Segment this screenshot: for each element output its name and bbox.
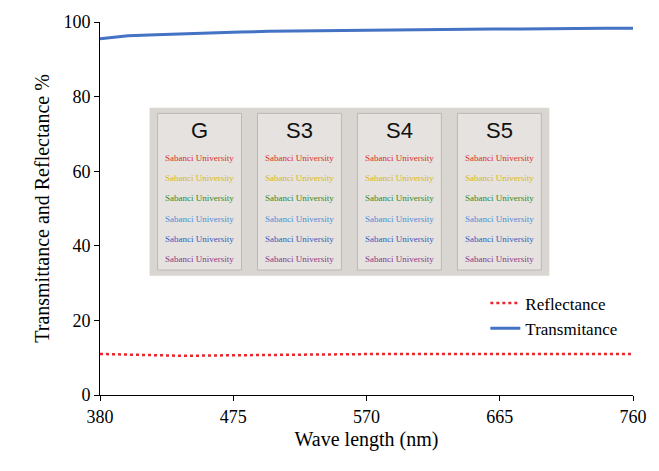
svg-text:Sabanci University: Sabanci University <box>365 193 434 203</box>
svg-text:Sabanci University: Sabanci University <box>165 153 234 163</box>
svg-text:Sabanci University: Sabanci University <box>465 173 534 183</box>
svg-text:Sabanci University: Sabanci University <box>165 193 234 203</box>
svg-text:Sabanci University: Sabanci University <box>465 254 534 264</box>
svg-text:665: 665 <box>486 407 513 427</box>
svg-text:G: G <box>191 118 208 143</box>
svg-text:Sabanci University: Sabanci University <box>165 254 234 264</box>
svg-text:475: 475 <box>220 407 247 427</box>
svg-text:Sabanci University: Sabanci University <box>365 214 434 224</box>
svg-text:Sabanci University: Sabanci University <box>265 234 334 244</box>
svg-text:Sabanci University: Sabanci University <box>265 254 334 264</box>
svg-text:Reflectance: Reflectance <box>525 295 605 314</box>
svg-text:Transmittance and Reflectance: Transmittance and Reflectance % <box>31 74 53 343</box>
svg-text:S3: S3 <box>286 118 313 143</box>
svg-text:570: 570 <box>353 407 380 427</box>
svg-text:S5: S5 <box>486 118 513 143</box>
svg-text:S4: S4 <box>386 118 413 143</box>
svg-text:380: 380 <box>87 407 114 427</box>
svg-text:Sabanci University: Sabanci University <box>365 234 434 244</box>
svg-text:Sabanci University: Sabanci University <box>265 214 334 224</box>
svg-text:Wave length (nm): Wave length (nm) <box>295 428 439 451</box>
svg-text:Sabanci University: Sabanci University <box>165 173 234 183</box>
svg-text:Sabanci University: Sabanci University <box>465 193 534 203</box>
svg-text:Sabanci University: Sabanci University <box>265 193 334 203</box>
svg-text:60: 60 <box>72 162 90 182</box>
svg-text:Sabanci University: Sabanci University <box>365 153 434 163</box>
svg-text:Sabanci University: Sabanci University <box>365 173 434 183</box>
svg-text:Sabanci University: Sabanci University <box>365 254 434 264</box>
svg-text:Sabanci University: Sabanci University <box>465 234 534 244</box>
svg-text:0: 0 <box>81 385 90 405</box>
svg-text:Sabanci University: Sabanci University <box>265 173 334 183</box>
svg-text:40: 40 <box>72 236 90 256</box>
svg-text:Transmitance: Transmitance <box>525 320 617 339</box>
svg-text:Sabanci University: Sabanci University <box>465 153 534 163</box>
svg-text:80: 80 <box>72 87 90 107</box>
svg-text:760: 760 <box>620 407 647 427</box>
svg-text:Sabanci University: Sabanci University <box>165 234 234 244</box>
svg-text:20: 20 <box>72 311 90 331</box>
svg-text:Sabanci University: Sabanci University <box>165 214 234 224</box>
svg-text:Sabanci University: Sabanci University <box>465 214 534 224</box>
svg-text:Sabanci University: Sabanci University <box>265 153 334 163</box>
svg-text:100: 100 <box>63 12 90 32</box>
